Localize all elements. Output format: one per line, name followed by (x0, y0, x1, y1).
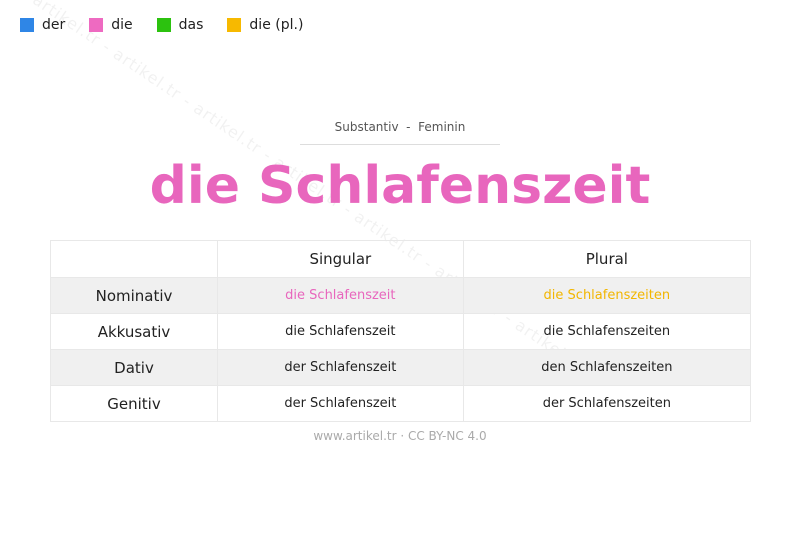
table-row: Genitiv der Schlafenszeit der Schlafensz… (50, 385, 752, 422)
word-type: Substantiv - Feminin (334, 120, 466, 134)
table-row: Nominativ die Schlafenszeit die Schlafen… (50, 277, 752, 314)
divider (300, 144, 500, 145)
table-row: Akkusativ die Schlafenszeit die Schlafen… (50, 313, 752, 350)
legend: der die das die (pl.) (20, 17, 327, 33)
header-plural: Plural (462, 240, 752, 278)
page-title: die Schlafenszeit (149, 156, 651, 216)
footer-credit: www.artikel.tr · CC BY-NC 4.0 (313, 429, 487, 443)
swatch-icon (156, 18, 171, 32)
legend-item-die: die (89, 17, 133, 33)
declension-table: Singular Plural Nominativ die Schlafensz… (50, 240, 752, 422)
header-singular: Singular (217, 240, 464, 278)
legend-item-der: der (20, 17, 65, 33)
swatch-icon (89, 18, 104, 32)
legend-item-das: das (156, 17, 203, 33)
swatch-icon (227, 18, 242, 32)
table-header: Singular Plural (50, 240, 752, 278)
table-row: Dativ der Schlafenszeit den Schlafenszei… (50, 349, 752, 386)
legend-item-plural: die (pl.) (227, 17, 303, 33)
swatch-icon (20, 18, 34, 32)
